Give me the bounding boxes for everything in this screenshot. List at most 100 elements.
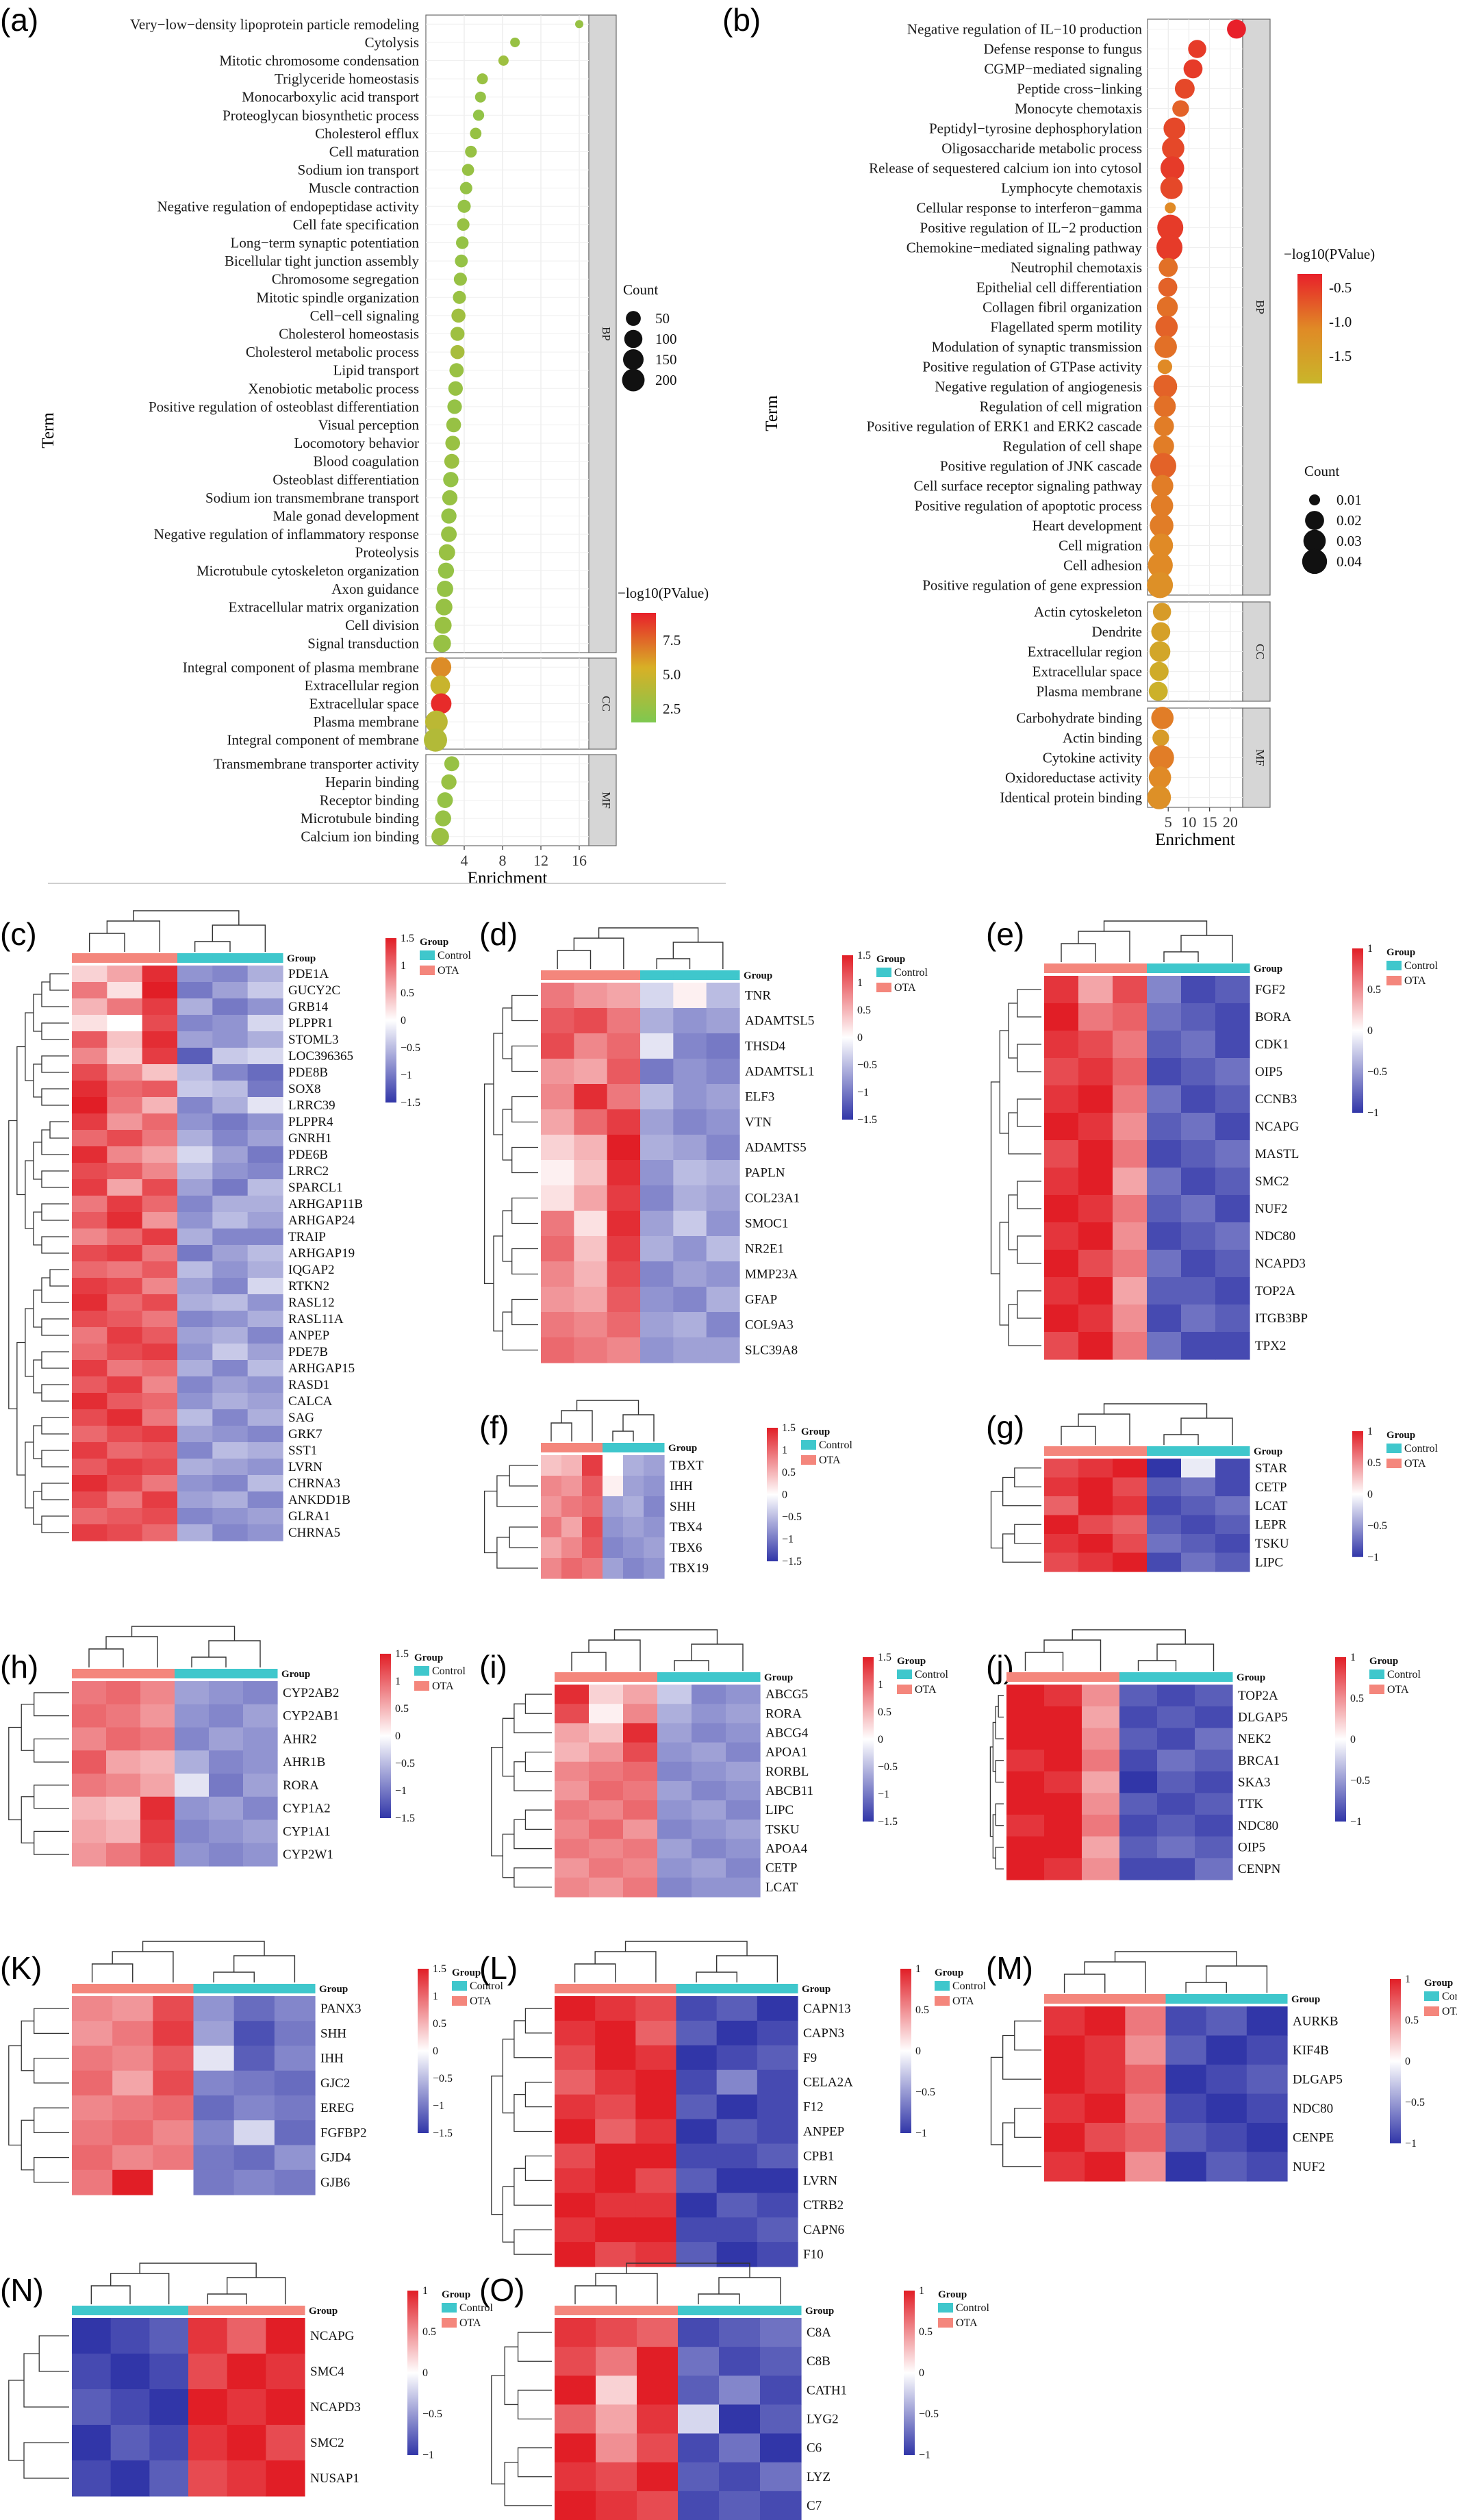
term-label: Extracellular region [1028,644,1143,660]
heatmap-cell [607,1185,641,1211]
row-dendrogram [21,2119,34,2171]
heatmap-cell [1113,1003,1148,1031]
term-label: Cell division [345,617,419,633]
group-annotation-cell [555,1672,590,1682]
term-label: Integral component of plasma membrane [183,659,419,675]
heatmap-cell [574,1287,608,1313]
heatmap-cell [635,2217,677,2243]
heatmap-cell [555,2318,596,2347]
heatmap-cell [247,1064,283,1081]
heatmap-cell [153,2021,194,2047]
heatmap-cell [247,1097,283,1114]
heatmap-cell [673,1008,707,1034]
heatmap-cell [107,1327,143,1344]
heatmap-cell [574,1135,608,1161]
term-dot [1188,40,1206,58]
heatmap-cell [1044,1113,1079,1141]
heatmap-cell [1246,2035,1288,2065]
heatmap-cell [706,1312,740,1338]
heatmap-cell [107,1376,143,1394]
row-dendrogram [511,1045,538,1072]
term-label: Bicellular tight junction assembly [225,253,420,269]
gene-label: GJC2 [320,2076,350,2091]
term-dot [441,508,457,524]
heatmap-cell [177,1130,213,1147]
gene-label: STOML3 [288,1033,339,1047]
term-dot [441,774,457,790]
heatmap-cell [212,1245,249,1262]
heatmap-cell [757,2193,798,2218]
heatmap-legend-label: −1 [401,1070,412,1081]
group-legend-title: Group [442,2289,470,2300]
term-label: Cytokine activity [1043,750,1143,766]
gene-label: LIPC [1255,1555,1283,1570]
row-dendrogram [514,1819,552,1850]
heatmap-cell [175,1750,210,1774]
gene-label: GFAP [745,1293,777,1307]
heatmap-cell [72,1508,107,1525]
heatmap-cell [1195,1858,1233,1880]
gene-label: F10 [803,2247,824,2262]
row-dendrogram [8,2045,22,2146]
gene-label: AURKB [1293,2014,1339,2028]
heatmap-cell [582,1537,603,1559]
gene-label: COL23A1 [745,1192,800,1206]
heatmap-cell [673,1211,707,1237]
size-legend-title: Count [623,281,659,298]
row-dendrogram [34,1785,69,1809]
heatmap-cell [106,1796,141,1821]
heatmap-cell [1078,1058,1113,1086]
heatmap-cell [595,2045,636,2071]
row-dendrogram [504,2346,518,2406]
heatmap-cell [140,1750,175,1774]
term-dot [443,472,459,488]
row-dendrogram [1002,2122,1041,2167]
heatmap-cell [596,2347,637,2376]
heatmap-legend-label: −1 [857,1087,869,1098]
heatmap-cell [589,1780,624,1801]
heatmap-cell [541,1476,562,1497]
column-dendrogram [207,2293,247,2304]
heatmap-cell [541,1455,562,1476]
gene-label: LYG2 [807,2412,839,2427]
term-dot [1153,375,1178,399]
group-annotation-cell [1215,1446,1250,1456]
heatmap-cell [1082,1706,1120,1728]
gene-label: NR2E1 [745,1242,784,1257]
heatmap-cell [107,1360,143,1377]
panel-label: (e) [986,916,1024,952]
heatmap-cell [72,1819,107,1843]
column-dendrogram [1103,920,1208,935]
heatmap-cell [1195,1771,1233,1793]
heatmap-cell [657,1839,692,1859]
heatmap-cell [561,1517,583,1538]
heatmap-cell [140,1704,175,1728]
term-label: Dendrite [1092,624,1142,640]
group-legend-label: Control [952,1980,986,1992]
term-label: Identical protein binding [1000,790,1142,806]
heatmap-cell [596,2433,637,2463]
gene-label: SPARCL1 [288,1181,343,1195]
heatmap-cell [72,1750,107,1774]
heatmap-cell [757,2119,798,2145]
group-annotation-cell [676,1984,718,1993]
heatmap-cell [640,1185,674,1211]
heatmap-cell [72,2318,112,2354]
gene-label: RORA [765,1706,802,1721]
heatmap-legend-label: −0.5 [401,1042,420,1054]
column-dendrogram [1043,1639,1102,1671]
gene-label: CENPN [1238,1862,1281,1876]
row-dendrogram [41,1129,69,1155]
heatmap-cell [589,1723,624,1743]
gene-label: SKA3 [1238,1776,1271,1790]
term-dot [1150,514,1174,538]
heatmap-cell [589,1742,624,1763]
heatmap-color-legend [863,1657,874,1822]
term-label: Monocarboxylic acid transport [242,89,419,105]
term-dot [455,236,469,249]
column-dendrogram [1078,1413,1130,1445]
heatmap-legend-label: 0.5 [401,987,414,999]
heatmap-cell [175,1727,210,1751]
heatmap-cell [175,1819,210,1843]
group-legend-title: Group [1386,947,1415,958]
